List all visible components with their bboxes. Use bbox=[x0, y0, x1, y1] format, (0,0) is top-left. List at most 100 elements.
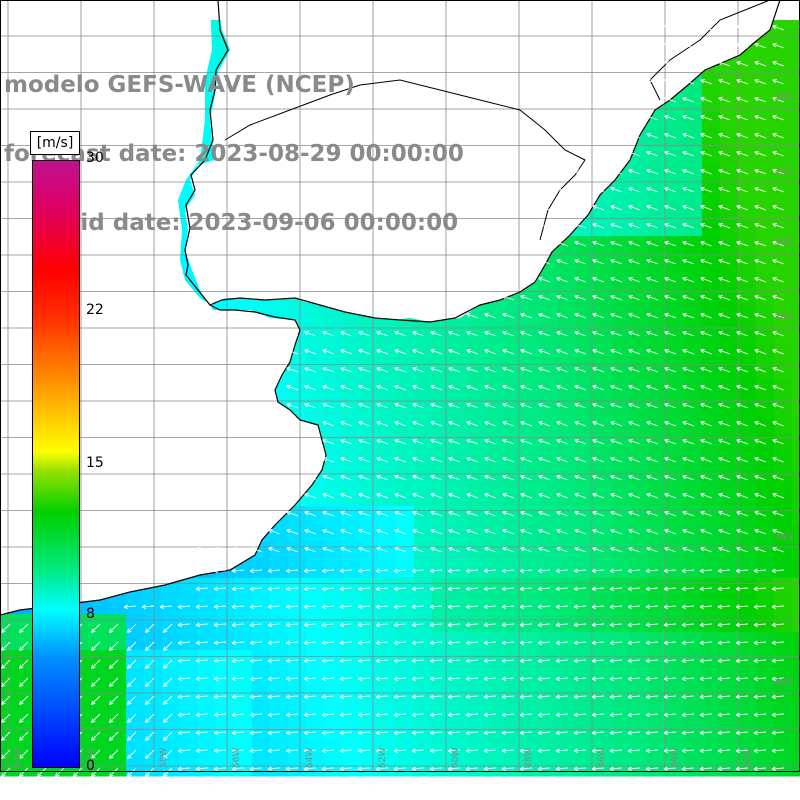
wind-arrow bbox=[322, 331, 335, 337]
field-cell bbox=[468, 668, 487, 687]
wind-arrow bbox=[538, 421, 551, 427]
field-cell bbox=[486, 668, 505, 687]
wind-arrow-head bbox=[592, 61, 596, 66]
wind-arrow-head bbox=[195, 732, 200, 736]
wind-arrow-head bbox=[736, 511, 740, 516]
wind-arrow bbox=[736, 569, 749, 572]
wind-arrow-head bbox=[681, 676, 686, 680]
wind-arrow-head bbox=[109, 720, 114, 723]
field-cell bbox=[378, 722, 397, 741]
wind-arrow-head bbox=[412, 474, 417, 477]
wind-arrow-head bbox=[592, 348, 597, 351]
wind-arrow bbox=[754, 403, 767, 409]
wind-arrow bbox=[412, 641, 425, 644]
wind-arrow-head bbox=[717, 730, 722, 734]
wind-arrow bbox=[286, 623, 299, 626]
wind-arrow bbox=[466, 547, 479, 553]
wind-arrow-head bbox=[357, 694, 362, 698]
wind-arrow-head bbox=[376, 439, 380, 444]
wind-arrow-head bbox=[592, 276, 597, 279]
wind-arrow bbox=[682, 79, 695, 85]
wind-arrow-head bbox=[718, 295, 722, 300]
wind-arrow-head bbox=[736, 169, 740, 174]
wind-arrow-head bbox=[19, 630, 24, 633]
wind-arrow-head bbox=[394, 385, 398, 390]
wind-arrow-head bbox=[520, 511, 524, 516]
wind-arrow bbox=[718, 403, 731, 409]
wind-arrow-head bbox=[249, 640, 254, 644]
wind-arrow-head bbox=[610, 474, 615, 477]
wind-arrow-head bbox=[357, 642, 362, 646]
wind-arrow bbox=[574, 115, 587, 121]
wind-arrow bbox=[1, 713, 11, 723]
wind-arrow bbox=[772, 295, 785, 301]
wind-arrow bbox=[163, 677, 173, 687]
wind-arrow-head bbox=[556, 24, 561, 27]
wind-arrow-head bbox=[556, 43, 560, 48]
wind-arrow-head bbox=[609, 676, 614, 680]
wind-arrow-head bbox=[609, 712, 614, 716]
wind-arrow bbox=[682, 587, 695, 590]
wind-arrow-head bbox=[304, 403, 308, 408]
wind-arrow bbox=[304, 695, 317, 698]
field-cell bbox=[414, 560, 433, 579]
wind-arrow-head bbox=[430, 492, 435, 495]
wind-arrow-head bbox=[610, 114, 615, 117]
wind-arrow-head bbox=[772, 205, 776, 210]
wind-arrow bbox=[430, 457, 443, 463]
wind-arrow bbox=[109, 731, 119, 741]
wind-arrow-head bbox=[736, 439, 740, 444]
wind-arrow-head bbox=[556, 150, 561, 153]
wind-arrow-head bbox=[321, 658, 326, 662]
wind-arrow-head bbox=[772, 402, 777, 405]
wind-arrow-head bbox=[628, 312, 633, 315]
wind-arrow-head bbox=[682, 294, 687, 297]
wind-arrow bbox=[394, 367, 407, 373]
wind-arrow-head bbox=[538, 312, 543, 315]
wind-arrow-head bbox=[555, 732, 560, 736]
wind-arrow-head bbox=[754, 132, 759, 135]
wind-arrow-head bbox=[556, 169, 560, 174]
wind-arrow bbox=[412, 529, 425, 535]
field-cell bbox=[792, 614, 800, 633]
wind-arrow bbox=[718, 259, 731, 265]
wind-arrow bbox=[610, 677, 623, 680]
wind-arrow-head bbox=[556, 493, 560, 498]
wind-arrow-head bbox=[430, 402, 435, 405]
wind-arrow bbox=[646, 313, 659, 319]
field-cell bbox=[324, 686, 343, 705]
wind-arrow bbox=[700, 79, 713, 85]
wind-arrow-head bbox=[412, 349, 416, 354]
wind-arrow-head bbox=[429, 640, 434, 644]
wind-arrow-head bbox=[627, 678, 632, 682]
wind-arrow-head bbox=[700, 132, 705, 135]
wind-arrow bbox=[538, 367, 551, 373]
wind-arrow-head bbox=[214, 547, 218, 552]
wind-arrow-head bbox=[321, 714, 326, 718]
wind-arrow bbox=[466, 587, 479, 590]
wind-arrow bbox=[664, 421, 677, 427]
wind-arrow bbox=[232, 677, 245, 680]
wind-arrow-head bbox=[321, 640, 326, 644]
wind-arrow bbox=[664, 169, 677, 175]
wind-arrow-head bbox=[429, 694, 434, 698]
wind-arrow bbox=[574, 587, 587, 590]
wind-arrow bbox=[718, 61, 731, 67]
wind-arrow-head bbox=[177, 660, 182, 664]
wind-arrow-head bbox=[303, 678, 308, 682]
wind-arrow-head bbox=[627, 732, 632, 736]
wind-arrow-head bbox=[376, 366, 381, 369]
wind-arrow-head bbox=[610, 402, 615, 405]
wind-arrow-head bbox=[555, 696, 560, 700]
wind-arrow bbox=[736, 205, 749, 211]
wind-arrow-head bbox=[700, 511, 704, 516]
wind-arrow-head bbox=[304, 348, 309, 351]
field-cell bbox=[792, 38, 800, 57]
wind-arrow bbox=[340, 367, 353, 373]
wind-arrow-head bbox=[574, 474, 579, 477]
wind-arrow bbox=[664, 241, 677, 247]
wind-arrow bbox=[628, 385, 641, 391]
wind-arrow-head bbox=[177, 730, 182, 734]
wind-arrow-head bbox=[555, 604, 560, 608]
wind-arrow-head bbox=[412, 438, 417, 441]
